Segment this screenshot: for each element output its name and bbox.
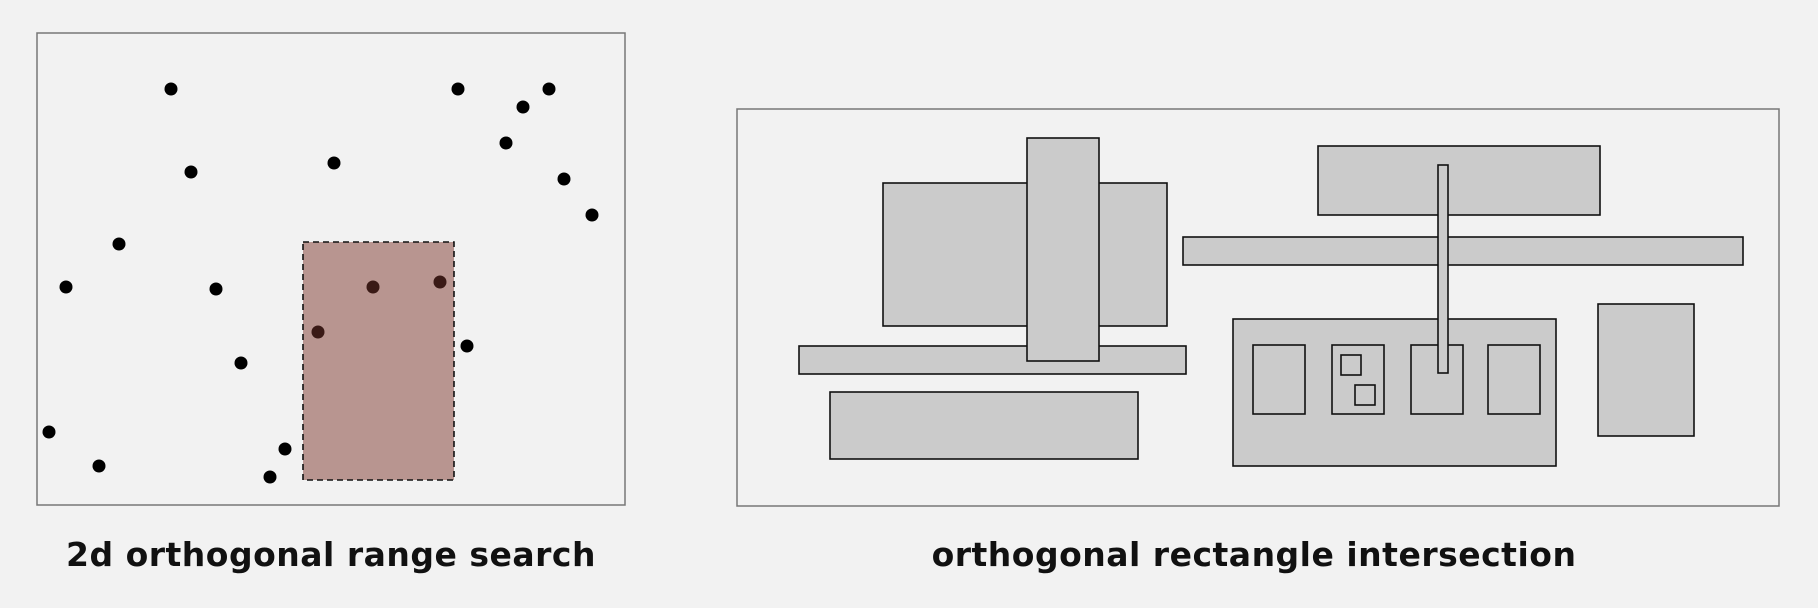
rectangle-intersection-caption: orthogonal rectangle intersection <box>932 535 1577 574</box>
query-range-rectangle <box>303 242 454 480</box>
point <box>558 173 571 186</box>
point <box>328 157 341 170</box>
rectangle <box>1183 237 1743 265</box>
point <box>543 83 556 96</box>
rectangle <box>1598 304 1694 436</box>
rectangle <box>883 183 1167 326</box>
rectangle <box>1355 385 1375 405</box>
point <box>235 357 248 370</box>
rectangle <box>1411 345 1463 414</box>
rectangle-intersection-panel: orthogonal rectangle intersection <box>737 109 1779 574</box>
point-in-range <box>367 281 380 294</box>
point-in-range <box>312 326 325 339</box>
point-in-range <box>434 276 447 289</box>
rectangle <box>1341 355 1361 375</box>
point <box>60 281 73 294</box>
point <box>279 443 292 456</box>
point <box>264 471 277 484</box>
point <box>185 166 198 179</box>
point <box>586 209 599 222</box>
point <box>93 460 106 473</box>
rectangle <box>1488 345 1540 414</box>
rectangle <box>1438 165 1448 373</box>
rectangle <box>1027 138 1099 361</box>
point <box>113 238 126 251</box>
rectangle <box>1253 345 1305 414</box>
point <box>461 340 474 353</box>
point <box>165 83 178 96</box>
rectangle <box>799 346 1186 374</box>
range-search-caption: 2d orthogonal range search <box>66 535 596 574</box>
rectangle <box>830 392 1138 459</box>
point <box>210 283 223 296</box>
point <box>517 101 530 114</box>
point <box>43 426 56 439</box>
point <box>500 137 513 150</box>
range-search-panel: 2d orthogonal range search <box>37 33 625 574</box>
rectangle <box>1318 146 1600 215</box>
rectangle-set <box>799 138 1743 466</box>
point <box>452 83 465 96</box>
